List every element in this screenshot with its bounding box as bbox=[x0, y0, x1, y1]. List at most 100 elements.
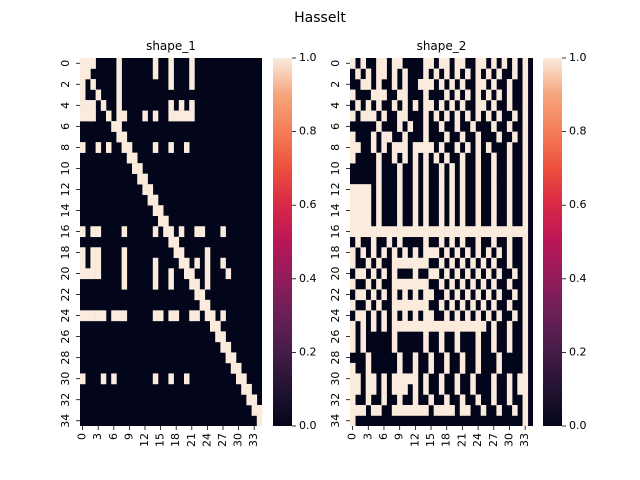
heatmap-cell bbox=[423, 299, 429, 311]
heatmap-cell bbox=[496, 247, 502, 259]
heatmap-cell bbox=[350, 142, 356, 153]
heatmap-cell bbox=[506, 278, 513, 290]
heatmap-cell bbox=[412, 394, 419, 406]
heatmap-cell bbox=[370, 268, 377, 280]
heatmap-cell bbox=[423, 163, 429, 174]
heatmap-cell bbox=[355, 236, 361, 248]
heatmap-cell bbox=[522, 173, 529, 185]
heatmap-cell bbox=[402, 100, 408, 111]
x-tick-label: 15 bbox=[154, 433, 167, 447]
heatmap-cell bbox=[522, 121, 529, 132]
heatmap-cell bbox=[423, 310, 429, 322]
heatmap-cell bbox=[475, 320, 482, 332]
heatmap-cell bbox=[397, 163, 403, 174]
heatmap-cell bbox=[522, 268, 529, 280]
heatmap-cell bbox=[433, 247, 440, 259]
heatmap-cell bbox=[496, 352, 502, 364]
heatmap-cell bbox=[480, 79, 487, 90]
heatmap-cell bbox=[423, 110, 429, 122]
heatmap-cell bbox=[459, 173, 466, 185]
heatmap-cell bbox=[485, 289, 492, 301]
heatmap-cell bbox=[397, 362, 403, 374]
heatmap-cell bbox=[428, 310, 434, 322]
heatmap-cell bbox=[475, 68, 482, 80]
heatmap-cell bbox=[475, 205, 482, 217]
heatmap-cell bbox=[90, 226, 96, 238]
heatmap-cell bbox=[121, 142, 128, 153]
heatmap-cell bbox=[251, 394, 258, 406]
heatmap-cell bbox=[428, 362, 434, 374]
heatmap-cell bbox=[506, 341, 513, 353]
heatmap-cell bbox=[173, 110, 180, 122]
y-tick-label: 4 bbox=[329, 102, 342, 109]
heatmap-cell bbox=[423, 58, 429, 69]
heatmap-cell bbox=[465, 320, 471, 332]
heatmap-cell bbox=[168, 142, 174, 153]
heatmap-cell bbox=[230, 352, 237, 364]
heatmap-cell bbox=[512, 310, 518, 322]
heatmap-cell bbox=[485, 226, 492, 238]
heatmap-cell bbox=[433, 152, 440, 164]
heatmap-cell bbox=[428, 320, 434, 332]
heatmap-cell bbox=[168, 58, 174, 69]
heatmap-cell bbox=[391, 68, 398, 80]
heatmap-cell bbox=[496, 68, 502, 80]
heatmap-cell bbox=[189, 100, 195, 111]
heatmap-cell bbox=[152, 257, 159, 269]
colorbar-tick-label: 0.6 bbox=[569, 198, 587, 211]
y-tick-label: 34 bbox=[329, 414, 342, 428]
heatmap-cell bbox=[506, 383, 513, 395]
heatmap-cell bbox=[100, 100, 107, 111]
heatmap-cell bbox=[412, 247, 419, 259]
heatmap-cell bbox=[438, 58, 445, 69]
heatmap-cell bbox=[95, 247, 102, 259]
y-tick-label: 28 bbox=[329, 351, 342, 365]
heatmap-cell bbox=[152, 205, 159, 217]
heatmap-cell bbox=[491, 299, 497, 311]
heatmap-cell bbox=[475, 184, 482, 195]
heatmap-cell bbox=[106, 110, 112, 122]
heatmap-cell bbox=[512, 268, 518, 280]
heatmap-cell bbox=[111, 310, 117, 322]
heatmap-cell bbox=[225, 268, 232, 280]
y-tick-label: 14 bbox=[329, 203, 342, 217]
heatmap-cell bbox=[506, 320, 513, 332]
heatmap-cell bbox=[204, 299, 211, 311]
y-tick-label: 14 bbox=[59, 203, 72, 217]
heatmap-cell bbox=[173, 247, 180, 259]
heatmap-cell bbox=[459, 352, 466, 364]
heatmap-cell bbox=[142, 173, 148, 185]
heatmap-cell bbox=[522, 331, 529, 343]
heatmap-cell bbox=[184, 268, 190, 280]
y-tick-label: 0 bbox=[329, 60, 342, 67]
heatmap-cell bbox=[423, 226, 429, 238]
y-tick-label: 16 bbox=[329, 224, 342, 238]
heatmap-cell bbox=[485, 110, 492, 122]
heatmap-cell bbox=[491, 257, 497, 269]
heatmap-cell bbox=[365, 100, 372, 111]
heatmap-cell bbox=[438, 121, 445, 132]
heatmap-cell bbox=[152, 310, 159, 322]
heatmap-cell bbox=[480, 226, 487, 238]
heatmap-cell bbox=[459, 184, 466, 195]
heatmap-cell bbox=[168, 110, 174, 122]
heatmap-cell bbox=[360, 184, 366, 195]
heatmap-cell bbox=[376, 100, 382, 111]
colorbar-tick-label: 0.0 bbox=[569, 419, 587, 432]
heatmap-cell bbox=[189, 79, 195, 90]
heatmap-cell bbox=[365, 110, 372, 122]
heatmap-cell bbox=[522, 373, 529, 385]
heatmap-cell bbox=[376, 404, 382, 416]
heatmap-cell bbox=[459, 163, 466, 174]
colorbar-tick-label: 0.4 bbox=[569, 272, 587, 285]
heatmap-cell bbox=[360, 289, 366, 301]
heatmap-cell bbox=[412, 320, 419, 332]
heatmap-cell bbox=[121, 131, 128, 143]
heatmap-cell bbox=[470, 299, 476, 311]
heatmap-cell bbox=[459, 362, 466, 374]
colorbar bbox=[543, 58, 562, 426]
heatmap-cell bbox=[376, 152, 382, 164]
heatmap-cell bbox=[360, 268, 366, 280]
heatmap-cell bbox=[194, 226, 200, 238]
y-tick-label: 12 bbox=[329, 182, 342, 196]
